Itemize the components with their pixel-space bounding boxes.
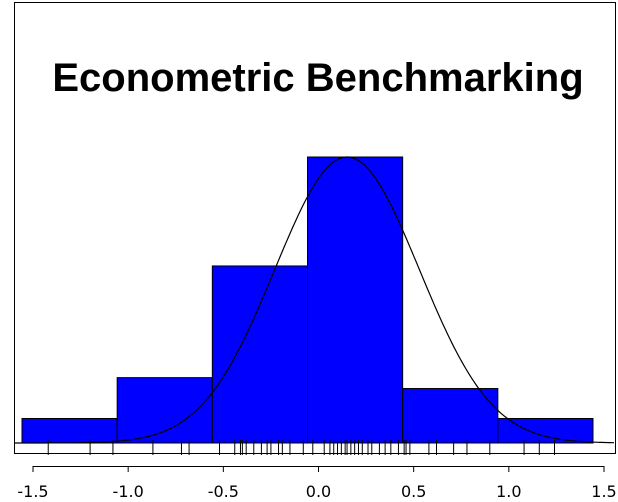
x-tick-label-5: 0.5 [401, 482, 426, 501]
x-tick-label-1: -1.5 [17, 482, 48, 501]
histogram-bar-2 [116, 377, 213, 444]
x-tick-label-2: -1.0 [113, 482, 144, 501]
density-curve [14, 156, 614, 444]
x-axis-ticks: -1.5 -1.0 -0.5 0.0 0.5 1.0 1.5 [17, 466, 617, 501]
x-tick-label-3: -0.5 [208, 482, 239, 501]
x-tick-label-7: 1.5 [591, 482, 616, 501]
chart-title: Econometric Benchmarking [52, 56, 583, 100]
histogram-bar-1 [21, 417, 118, 444]
histogram-bar-5 [402, 388, 499, 444]
histogram-bar-3 [211, 265, 308, 444]
histogram-bar-4 [307, 156, 404, 444]
x-tick-label-4: 0.0 [306, 482, 331, 501]
x-tick-label-6: 1.0 [496, 482, 521, 501]
